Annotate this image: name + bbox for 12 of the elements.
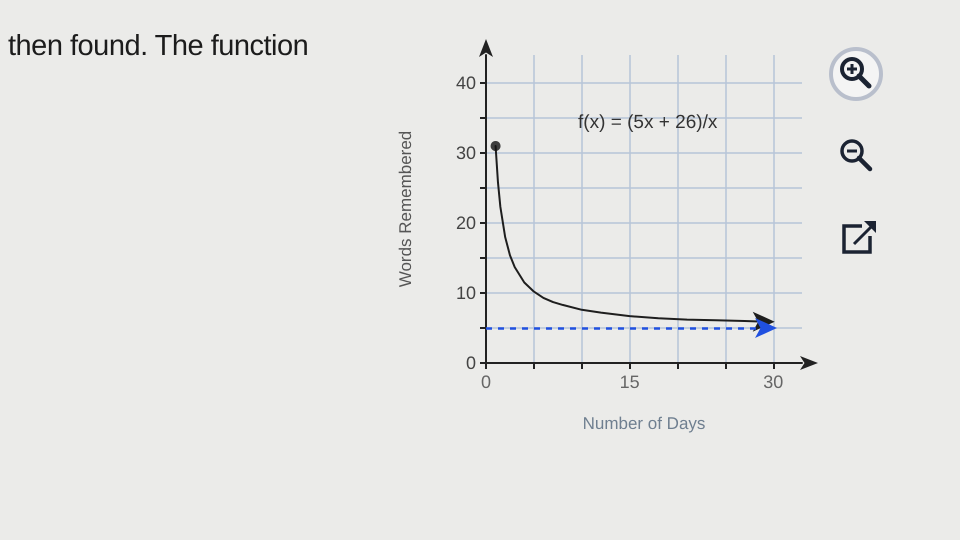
y-axis-title: Words Remembered <box>396 130 415 288</box>
y-tick-label: 10 <box>456 283 476 303</box>
y-tick-label: 20 <box>456 213 476 233</box>
y-tick-label: 0 <box>466 353 476 373</box>
text: then found. The function <box>8 30 308 63</box>
x-tick-label: 30 <box>763 372 784 392</box>
x-tick-label: 15 <box>620 372 640 392</box>
y-tick-label: 30 <box>456 143 476 163</box>
y-tick-label: 40 <box>456 73 476 93</box>
x-axis-title: Number of Days <box>582 414 706 433</box>
annotation: f(x) = (5x + 26)/x <box>578 112 718 134</box>
x-tick-label: 0 <box>480 372 492 392</box>
